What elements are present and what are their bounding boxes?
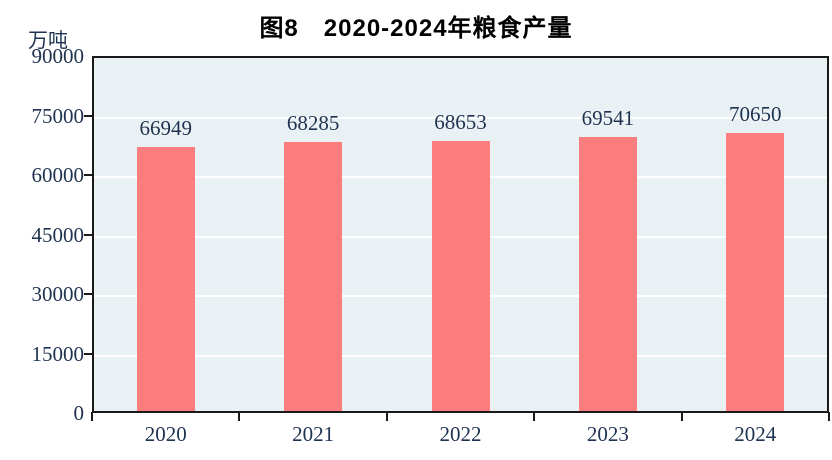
- y-axis-label-90000: 90000: [31, 44, 85, 68]
- bar-2022: [431, 140, 490, 411]
- x-axis-label-2020: 2020: [144, 422, 187, 446]
- bar-value-label-2020: 66949: [139, 116, 192, 141]
- y-axis-label-75000: 75000: [31, 103, 85, 128]
- x-axis-label-2021: 2021: [292, 422, 335, 446]
- bar-value-label-2024: 70650: [729, 101, 782, 126]
- plot-area: [92, 56, 829, 413]
- bar-value-label-2023: 69541: [581, 106, 635, 131]
- y-axis-tick-45000: [84, 233, 92, 236]
- x-axis-tick-0: [91, 412, 93, 421]
- gridline-75000: [94, 116, 827, 119]
- bar-value-label-2022: 68653: [434, 109, 487, 134]
- y-axis-tick-15000: [84, 352, 92, 355]
- x-axis-label-2024: 2024: [734, 422, 777, 446]
- x-axis-tick-4: [680, 412, 683, 421]
- y-axis-label-60000: 60000: [31, 163, 85, 187]
- y-axis-label-15000: 15000: [31, 341, 85, 366]
- x-axis-tick-1: [238, 412, 241, 421]
- x-axis-tick-2: [385, 412, 388, 421]
- x-axis-tick-5: [828, 412, 830, 421]
- y-axis-label-0: 0: [73, 401, 85, 425]
- bar-2021: [284, 142, 343, 411]
- chart-title: 图8 2020-2024年粮食产量: [259, 15, 573, 42]
- bar-2023: [578, 137, 637, 411]
- y-axis-tick-60000: [84, 174, 92, 176]
- bar-2024: [726, 132, 785, 411]
- y-axis-label-30000: 30000: [31, 282, 85, 306]
- x-axis-tick-3: [533, 412, 536, 421]
- bar-value-label-2021: 68285: [286, 111, 340, 136]
- x-axis-label-2022: 2022: [439, 422, 482, 446]
- x-axis-label-2023: 2023: [586, 422, 629, 446]
- y-axis-tick-75000: [84, 114, 92, 117]
- y-axis-label-45000: 45000: [31, 222, 85, 247]
- y-axis-tick-30000: [84, 293, 92, 295]
- bar-2020: [136, 147, 195, 411]
- y-axis-unit-label: 万吨: [28, 30, 68, 52]
